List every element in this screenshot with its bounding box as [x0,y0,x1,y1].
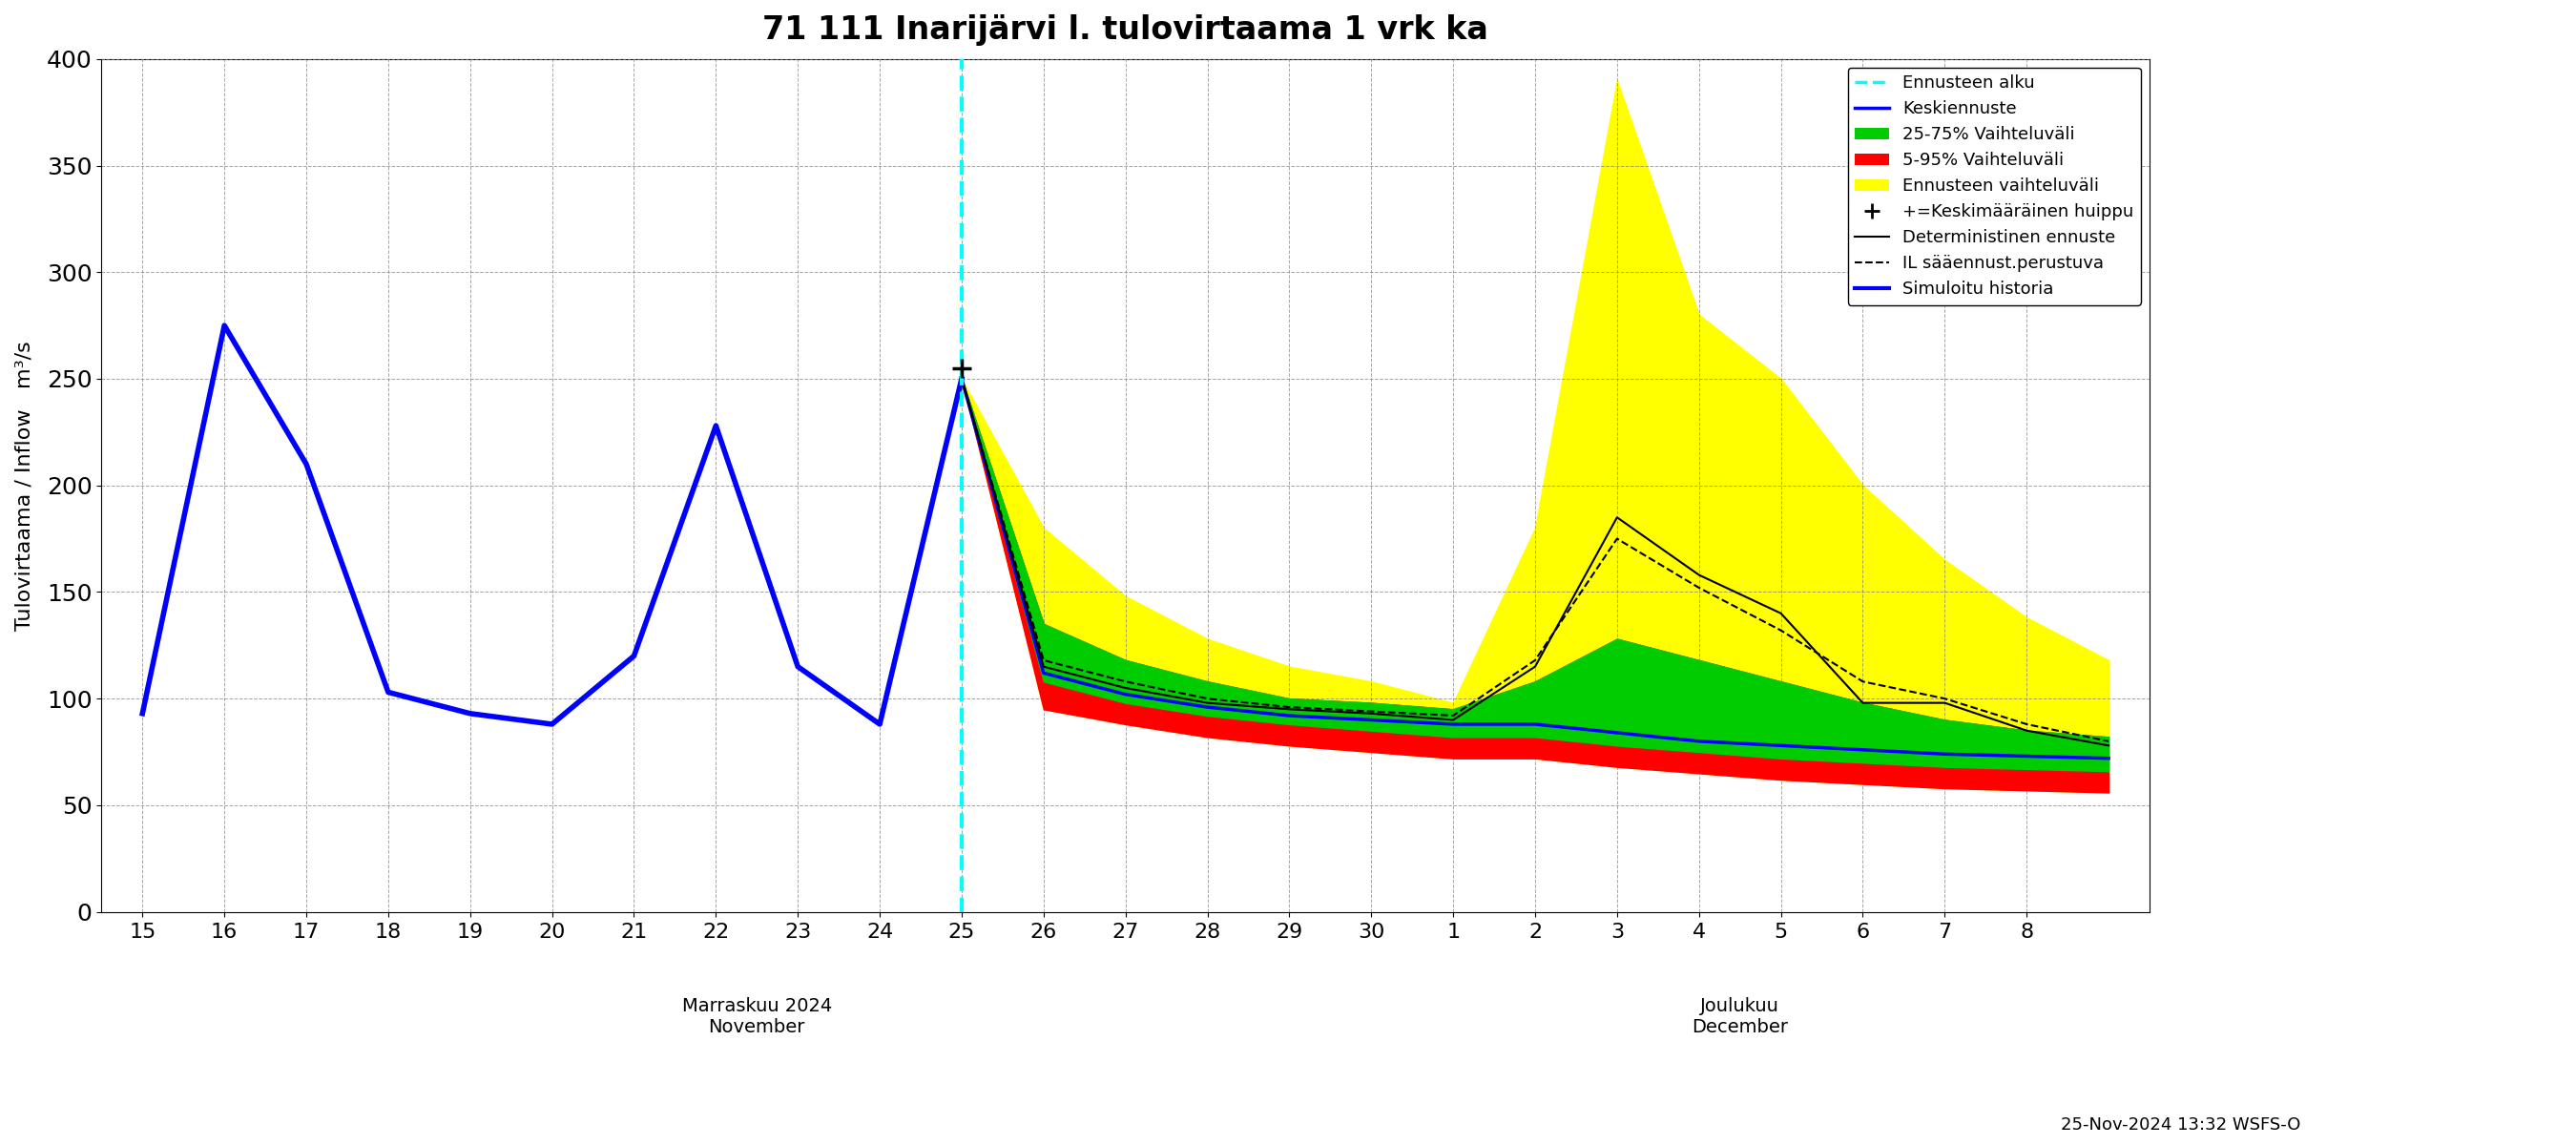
Legend: Ennusteen alku, Keskiennuste, 25-75% Vaihteluväli, 5-95% Vaihteluväli, Ennusteen: Ennusteen alku, Keskiennuste, 25-75% Vai… [1847,68,2141,305]
Text: Joulukuu
December: Joulukuu December [1692,997,1788,1036]
Title: 71 111 Inarijärvi l. tulovirtaama 1 vrk ka: 71 111 Inarijärvi l. tulovirtaama 1 vrk … [762,14,1489,46]
Text: Marraskuu 2024
November: Marraskuu 2024 November [683,997,832,1036]
Text: 25-Nov-2024 13:32 WSFS-O: 25-Nov-2024 13:32 WSFS-O [2061,1116,2300,1134]
Y-axis label: Tulovirtaama / Inflow   m³/s: Tulovirtaama / Inflow m³/s [15,340,33,630]
